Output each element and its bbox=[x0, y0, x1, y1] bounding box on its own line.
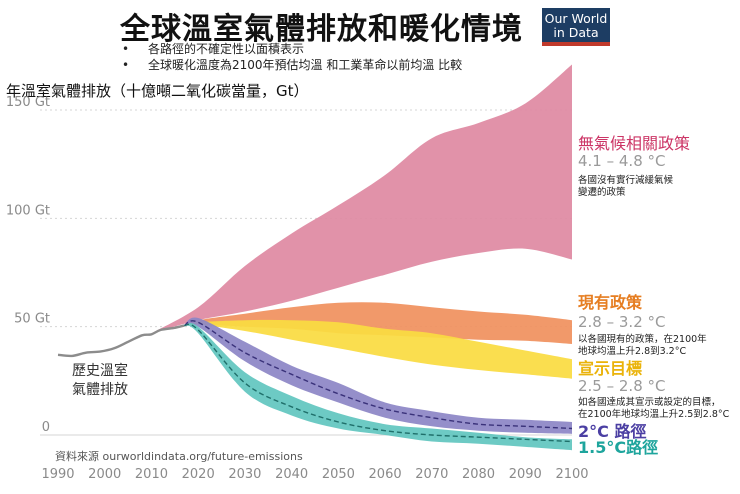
bullet-2-text: 全球暖化溫度為2100年預估均溫 和工業革命以前均溫 比較 bbox=[148, 58, 463, 72]
owid-logo[interactable]: Our World in Data bbox=[542, 8, 610, 46]
x-tick-label: 1990 bbox=[41, 467, 74, 482]
axis-ticks: 0 50 Gt 100 Gt 150 Gt 1990 2000 2010 2020 2030 20… bbox=[6, 95, 589, 482]
x-tick-label: 2000 bbox=[88, 467, 121, 482]
scenario-title-no_policy: 無氣候相關政策 bbox=[578, 134, 690, 153]
y-tick-label: 100 Gt bbox=[6, 203, 50, 218]
x-tick-label: 2030 bbox=[228, 467, 261, 482]
scenario-title-current: 現有政策 bbox=[578, 293, 643, 312]
central-line-one_five bbox=[183, 323, 573, 443]
x-tick-label: 2100 bbox=[555, 467, 588, 482]
scenario-desc-no_policy: 變遷的政策 bbox=[578, 186, 626, 198]
scenario-title-two_deg: 2°C 路徑 bbox=[578, 422, 646, 441]
history-label-line-1: 歷史溫室 bbox=[72, 362, 128, 379]
x-tick-label: 2020 bbox=[182, 467, 215, 482]
x-tick-label: 2040 bbox=[275, 467, 308, 482]
scenario-areas bbox=[57, 64, 573, 451]
scenario-desc-no_policy: 各國沒有實行減緩氣候 bbox=[578, 174, 674, 186]
history-label-line-2: 氣體排放 bbox=[72, 382, 128, 398]
x-tick-label: 2070 bbox=[415, 467, 448, 482]
logo-line-1: Our World bbox=[544, 11, 608, 26]
scenario-desc-pledges: 在2100年地球均溫上升2.5到2.8°C bbox=[578, 408, 730, 420]
x-tick-label: 2010 bbox=[135, 467, 168, 482]
central-line-two_deg bbox=[183, 320, 573, 430]
bullet-dot-icon: • bbox=[122, 42, 130, 56]
area-current bbox=[184, 302, 572, 344]
x-tick-label: 2050 bbox=[322, 467, 355, 482]
scenario-desc-pledges: 如各國達成其宣示或設定的目標， bbox=[578, 396, 721, 408]
area-one_five bbox=[184, 322, 572, 451]
area-no_policy bbox=[151, 64, 572, 334]
x-tick-label: 2060 bbox=[369, 467, 402, 482]
scenario-title-one_five: 1.5°C路徑 bbox=[578, 438, 658, 457]
bullet-1-text: 各路徑的不確定性以面積表示 bbox=[148, 42, 305, 56]
scenario-range-no_policy: 4.1 – 4.8 °C bbox=[578, 152, 666, 170]
x-tick-label: 2080 bbox=[462, 467, 495, 482]
history-line bbox=[57, 324, 185, 358]
bullet-1: • 各路徑的不確定性以面積表示 bbox=[122, 40, 304, 57]
scenario-desc-current: 以各國現有的政策，在2100年 bbox=[578, 333, 707, 345]
bullet-dot-icon: • bbox=[122, 58, 130, 72]
area-two_deg bbox=[184, 317, 572, 434]
y-tick-label: 0 bbox=[42, 420, 50, 435]
scenario-desc-current: 地球均溫上升2.8到3.2°C bbox=[578, 345, 686, 357]
y-tick-label: 150 Gt bbox=[6, 95, 50, 110]
y-tick-label: 50 Gt bbox=[14, 312, 50, 327]
area-pledges bbox=[184, 319, 572, 379]
source-text: 資料來源 ourworldindata.org/future-emissions bbox=[55, 449, 303, 463]
logo-line-2: in Data bbox=[553, 25, 599, 40]
bullet-2: • 全球暖化溫度為2100年預估均溫 和工業革命以前均溫 比較 bbox=[122, 56, 462, 73]
logo-red-bar bbox=[542, 42, 610, 46]
y-axis-label: 年溫室氣體排放（十億噸二氧化碳當量，Gt） bbox=[6, 82, 309, 100]
scenario-range-pledges: 2.5 – 2.8 °C bbox=[578, 377, 666, 395]
chart-title: 全球溫室氣體排放和暖化情境 bbox=[120, 12, 523, 47]
scenario-range-current: 2.8 – 3.2 °C bbox=[578, 313, 666, 331]
scenario-title-pledges: 宣示目標 bbox=[578, 359, 642, 378]
x-tick-label: 2090 bbox=[509, 467, 542, 482]
